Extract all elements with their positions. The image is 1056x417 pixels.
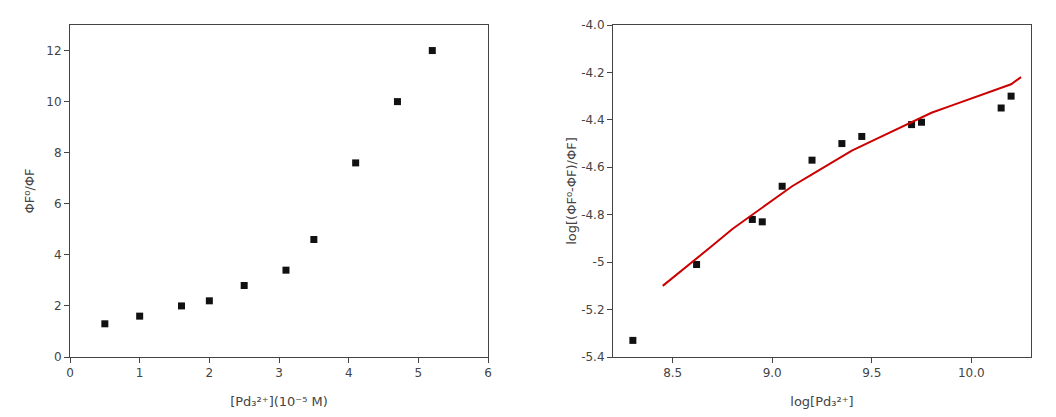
svg-text:6: 6 [54, 197, 62, 211]
svg-text:log[Pd₃²⁺]: log[Pd₃²⁺] [790, 394, 853, 409]
svg-text:9.0: 9.0 [763, 366, 782, 380]
svg-text:10: 10 [46, 95, 61, 109]
svg-text:9.5: 9.5 [862, 366, 881, 380]
svg-text:8: 8 [54, 146, 62, 160]
svg-text:[Pd₃²⁺](10⁻⁵ M): [Pd₃²⁺](10⁻⁵ M) [230, 394, 328, 409]
svg-text:1: 1 [136, 366, 144, 380]
svg-text:12: 12 [46, 44, 61, 58]
svg-text:6: 6 [484, 366, 492, 380]
svg-text:0: 0 [54, 350, 62, 364]
svg-text:0: 0 [66, 366, 74, 380]
svg-text:3: 3 [275, 366, 283, 380]
svg-text:-5: -5 [593, 255, 605, 269]
svg-text:2: 2 [206, 366, 214, 380]
svg-text:-4.0: -4.0 [581, 18, 604, 32]
svg-text:-4.8: -4.8 [581, 208, 604, 222]
svg-text:4: 4 [54, 248, 62, 262]
svg-text:5: 5 [415, 366, 423, 380]
svg-text:8.5: 8.5 [663, 366, 682, 380]
svg-text:-5.4: -5.4 [581, 350, 604, 364]
svg-text:4: 4 [345, 366, 353, 380]
svg-text:-4.4: -4.4 [581, 113, 604, 127]
svg-text:2: 2 [54, 299, 62, 313]
svg-text:-4.2: -4.2 [581, 66, 604, 80]
svg-text:log[(ΦF⁰-ΦF)/ΦF]: log[(ΦF⁰-ΦF)/ΦF] [564, 137, 579, 245]
svg-text:ΦF⁰/ΦF: ΦF⁰/ΦF [22, 168, 37, 213]
svg-text:-5.2: -5.2 [581, 303, 604, 317]
svg-text:10.0: 10.0 [958, 366, 985, 380]
svg-text:-4.6: -4.6 [581, 160, 604, 174]
